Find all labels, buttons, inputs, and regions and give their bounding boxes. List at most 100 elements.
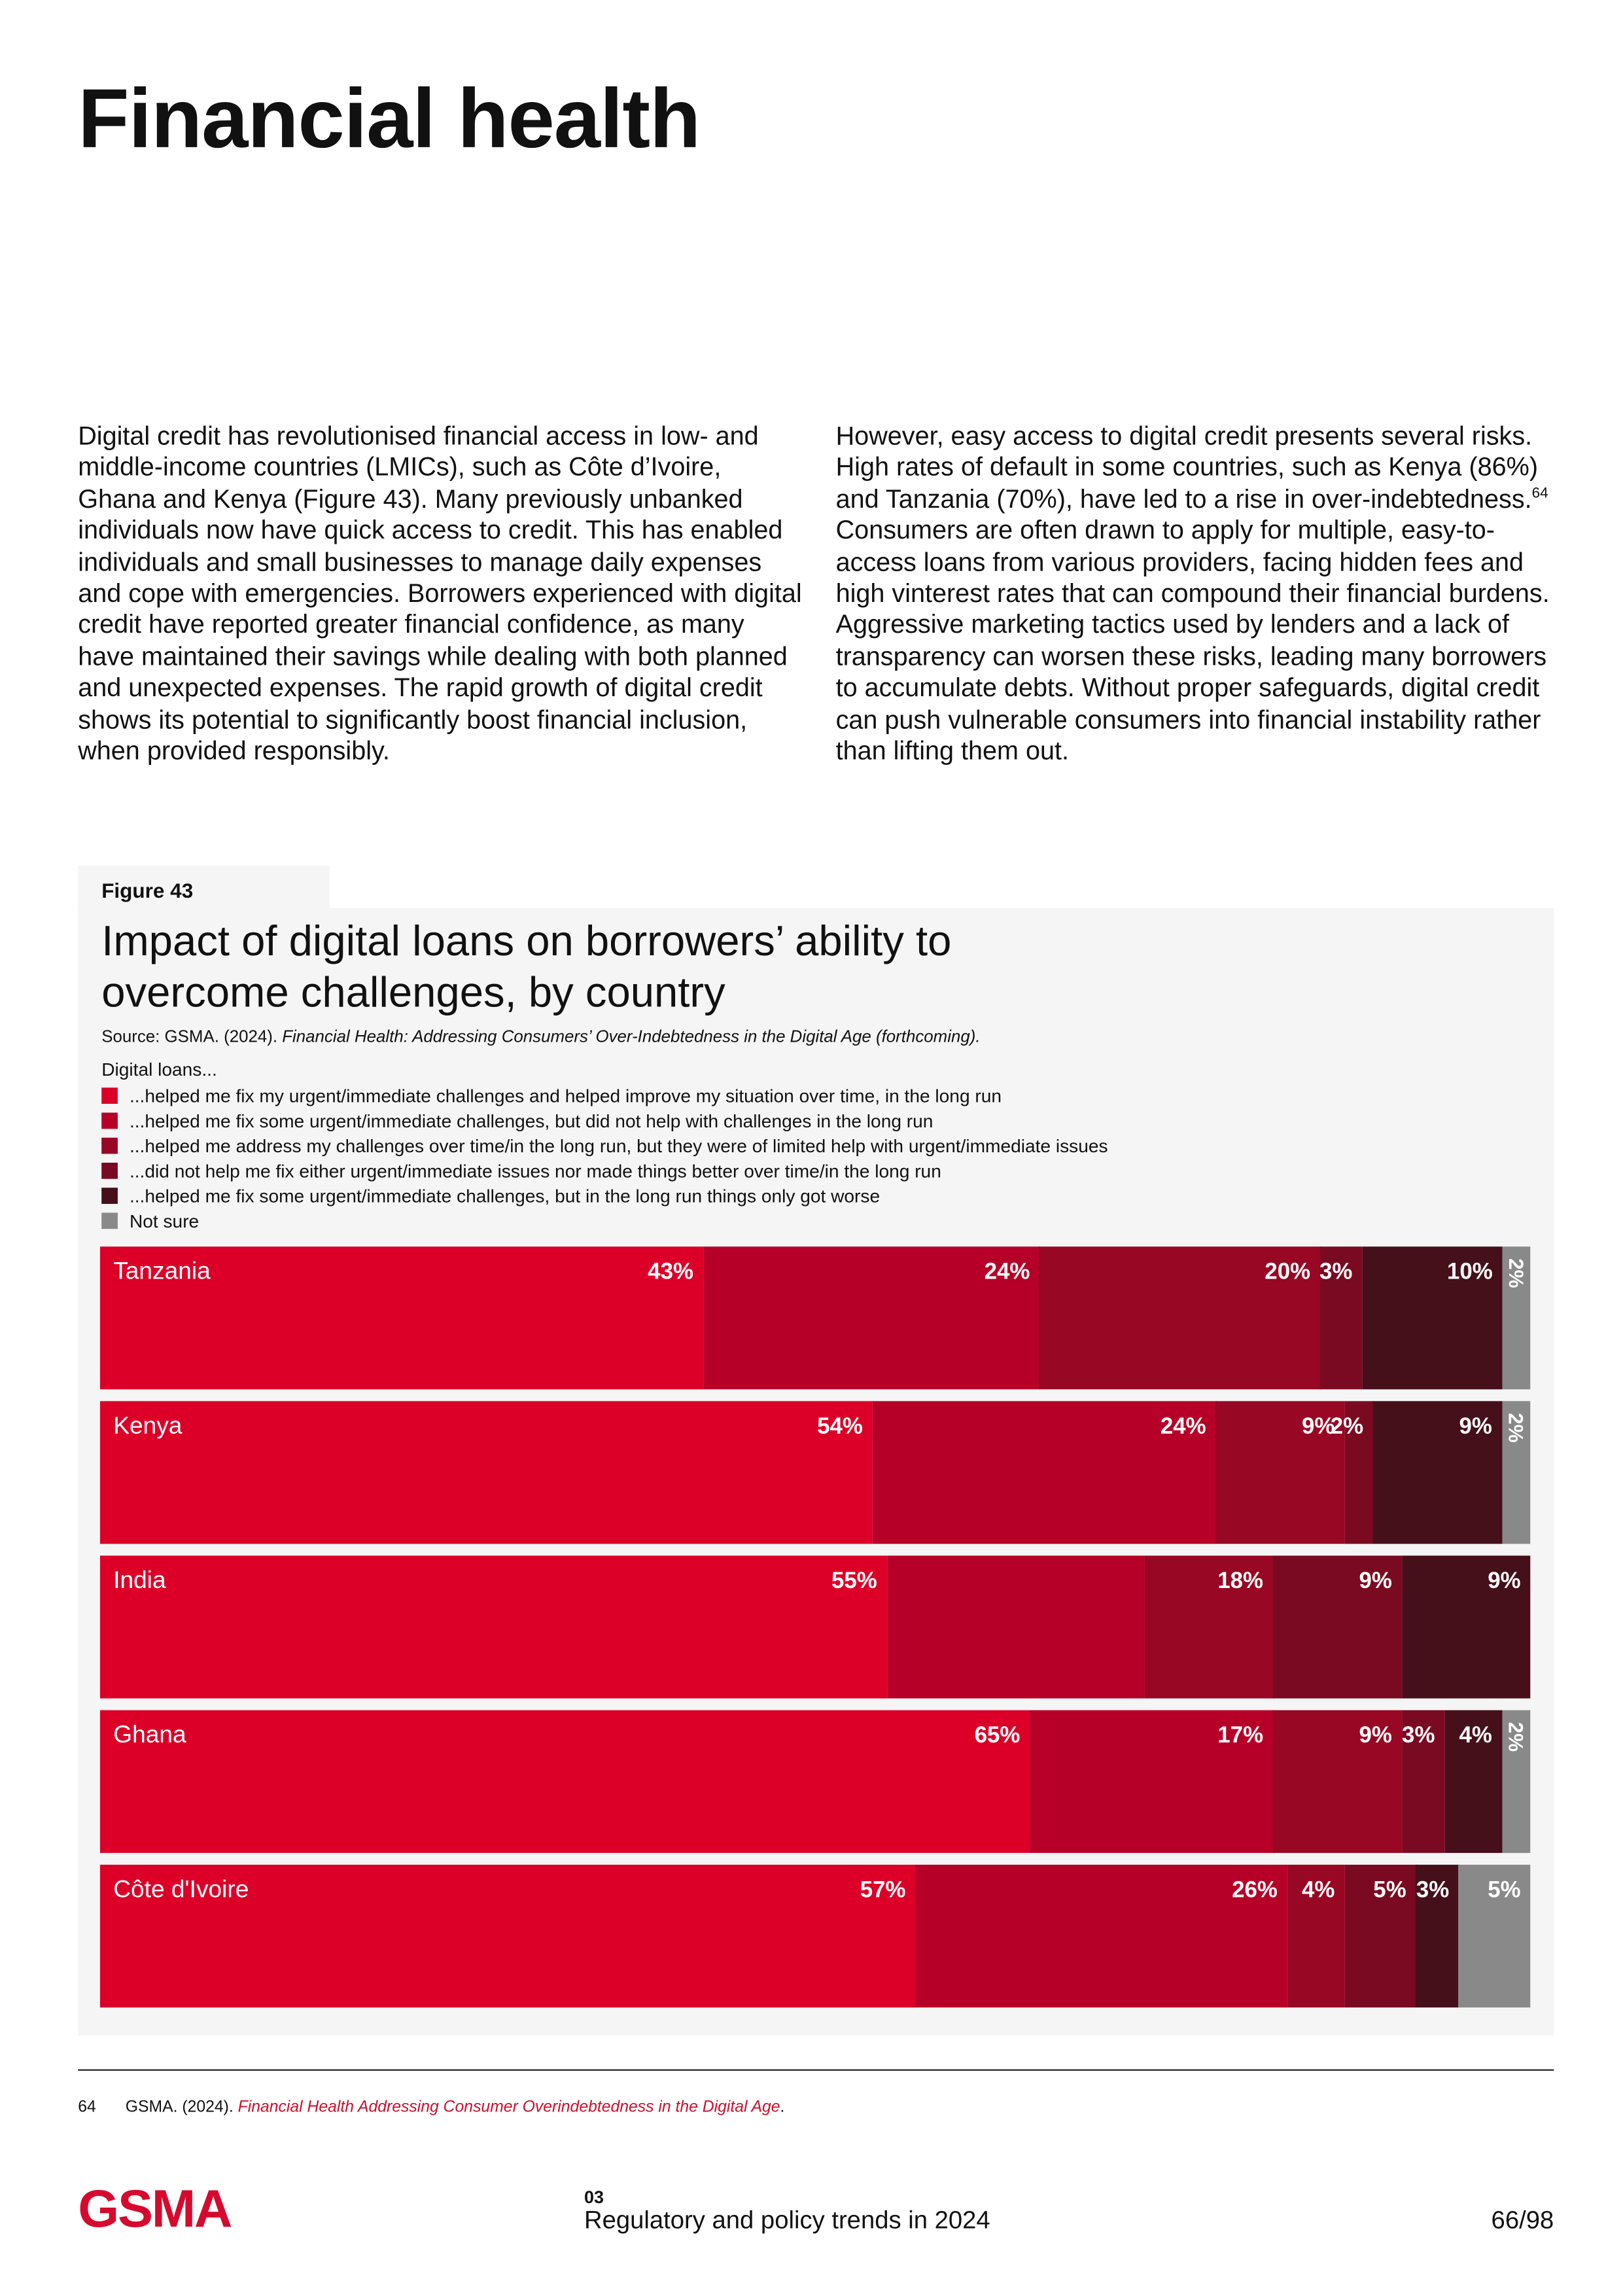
category-label: India [113,1567,166,1594]
bar-segment: 55% [99,1555,888,1699]
bar-segment: 9% [1401,1555,1531,1699]
legend-swatch [101,1137,118,1154]
source-title: Financial Health: Addressing Consumers’ … [282,1029,981,1047]
bar-segment: 3% [1416,1864,1460,2008]
data-label: 9% [1459,1414,1492,1439]
category-label: Kenya [113,1413,183,1439]
figure-tab: Figure 43 [78,865,330,910]
data-label: 3% [1402,1723,1435,1749]
category-label: Ghana [113,1722,186,1749]
data-label: 3% [1319,1260,1353,1285]
legend-title: Digital loans... [101,1059,217,1080]
bar-segment: 20% [1039,1246,1321,1390]
bar-segment [886,1555,1145,1699]
legend-swatch [101,1112,118,1129]
data-label: 24% [984,1260,1030,1285]
legend-swatch [101,1087,118,1104]
paragraph-text: However, easy access to digital credit p… [835,421,1539,514]
bar-segment: 5% [1458,1864,1531,2008]
bar-segment: 17% [1030,1710,1274,1853]
legend-label: ...helped me fix my urgent/immediate cha… [129,1085,1002,1106]
figure-label: Figure 43 [101,878,194,902]
section-title: Regulatory and policy trends in 2024 [584,2206,990,2234]
footnote-suffix: . [780,2098,785,2117]
footnote-divider [78,2069,1554,2071]
bar-segment: 4% [1287,1864,1346,2008]
data-label: 9% [1359,1568,1392,1594]
data-label: 2% [1504,1722,1528,1752]
legend-label: Not sure [129,1210,200,1231]
bar-segment: 9% [1272,1710,1403,1853]
bar-segment: 4% [1444,1710,1503,1853]
bar-segment: 2% [1501,1710,1531,1853]
legend-label: ...helped me address my challenges over … [129,1135,1108,1156]
bar-segment: 57% [99,1864,916,2008]
data-label: 2% [1330,1414,1364,1439]
bar-row: Tanzania 43% 24% 20% 3% 10% 2% [99,1246,1531,1390]
legend-item: Not sure [101,1209,199,1233]
chart-source: Source: GSMA. (2024). Financial Health: … [101,1029,980,1046]
category-label: Tanzania [113,1258,211,1285]
data-label: 20% [1265,1260,1311,1285]
data-label: 5% [1373,1878,1406,1903]
data-label: 9% [1301,1414,1335,1439]
chart-title: Impact of digital loans on borrowers’ ab… [101,918,952,1017]
source-prefix: Source: GSMA. (2024). [101,1029,283,1047]
legend-item: ...helped me fix some urgent/immediate c… [101,1108,933,1133]
bar-segment: 54% [99,1401,873,1544]
footnote-link[interactable]: Financial Health Addressing Consumer Ove… [237,2098,780,2117]
legend-item: ...helped me fix my urgent/immediate cha… [101,1083,1002,1108]
bar-row: India 55% 18% 9% 9% [99,1555,1531,1699]
footnote-number: 64 [78,2098,96,2117]
legend-label: ...helped me fix some urgent/immediate c… [129,1110,934,1131]
bar-segment: 18% [1143,1555,1274,1699]
bar-segment: 3% [1319,1246,1363,1390]
data-label: 4% [1459,1723,1492,1749]
data-label: 55% [831,1568,877,1594]
bar-row: Ghana 65% 17% 9% 3% 4% 2% [99,1710,1531,1853]
footnote: 64 GSMA. (2024). Financial Health Address… [78,2099,784,2117]
body-paragraph-right: However, easy access to digital credit p… [836,421,1564,768]
data-label: 2% [1504,1413,1528,1443]
bar-row: Côte d'Ivoire 57% 26% 4% 5% 3% 5% [99,1864,1531,2008]
gsma-logo: GSMA [78,2178,232,2239]
bar-segment: 5% [1344,1864,1417,2008]
bar-segment: 9% [1215,1401,1346,1544]
body-paragraph-left: Digital credit has revolutionised financ… [78,421,802,766]
bar-segment: 65% [99,1710,1031,1853]
legend-swatch [101,1188,118,1204]
data-label: 2% [1505,1258,1529,1288]
data-label: 9% [1488,1568,1521,1594]
legend-label: ...helped me fix some urgent/immediate c… [129,1185,881,1207]
figure-panel: Impact of digital loans on borrowers’ ab… [78,908,1554,2036]
footnote-prefix: GSMA. (2024). [125,2098,238,2117]
legend-item: ...helped me address my challenges over … [101,1133,1108,1158]
data-label: 4% [1301,1878,1335,1903]
bar-segment: 9% [1272,1555,1403,1699]
data-label: 3% [1416,1878,1450,1903]
page-title: Financial health [78,72,701,167]
bar-segment: 2% [1331,1401,1374,1544]
data-label: 9% [1359,1723,1392,1749]
bar-segment: 2% [1501,1401,1531,1544]
bar-segment: 10% [1362,1246,1503,1390]
bar-segment: 9% [1372,1401,1503,1544]
data-label: 18% [1217,1568,1264,1594]
footnote-ref[interactable]: 64 [1531,486,1548,502]
legend-item: ...did not help me fix either urgent/imm… [101,1158,941,1183]
data-label: 26% [1232,1878,1278,1903]
data-label: 57% [860,1878,906,1903]
legend-swatch [101,1162,118,1179]
page-number: 66/98 [1491,2206,1554,2234]
bar-segment: 3% [1401,1710,1446,1853]
bar-segment: 24% [872,1401,1217,1544]
section-number: 03 [584,2187,604,2208]
data-label: 5% [1488,1878,1521,1903]
legend-label: ...did not help me fix either urgent/imm… [129,1160,941,1182]
paragraph-text: Consumers are often drawn to apply for m… [835,515,1550,766]
bar-segment: 2% [1502,1246,1531,1390]
bar-segment: 43% [99,1246,704,1390]
data-label: 43% [648,1260,693,1285]
data-label: 24% [1160,1414,1206,1439]
